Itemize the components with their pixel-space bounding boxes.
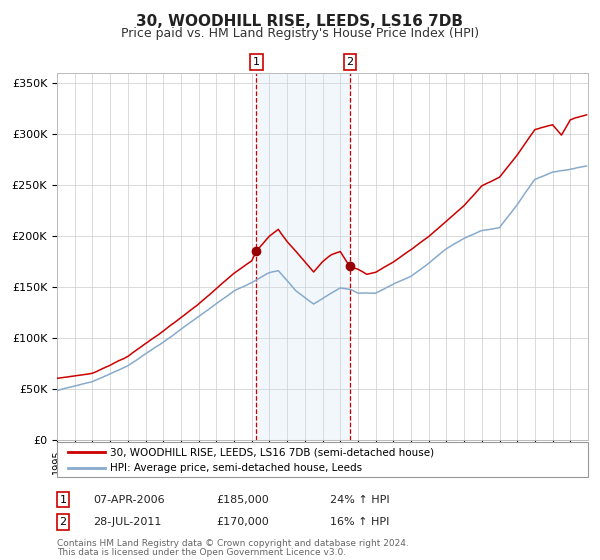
- Text: This data is licensed under the Open Government Licence v3.0.: This data is licensed under the Open Gov…: [57, 548, 346, 557]
- Text: Contains HM Land Registry data © Crown copyright and database right 2024.: Contains HM Land Registry data © Crown c…: [57, 539, 409, 548]
- Text: Price paid vs. HM Land Registry's House Price Index (HPI): Price paid vs. HM Land Registry's House …: [121, 27, 479, 40]
- Text: 2: 2: [59, 517, 67, 527]
- Text: £170,000: £170,000: [216, 517, 269, 527]
- Text: 28-JUL-2011: 28-JUL-2011: [93, 517, 161, 527]
- Text: 16% ↑ HPI: 16% ↑ HPI: [330, 517, 389, 527]
- Text: 24% ↑ HPI: 24% ↑ HPI: [330, 494, 389, 505]
- Text: 07-APR-2006: 07-APR-2006: [93, 494, 164, 505]
- Text: 30, WOODHILL RISE, LEEDS, LS16 7DB (semi-detached house): 30, WOODHILL RISE, LEEDS, LS16 7DB (semi…: [110, 447, 434, 457]
- Bar: [256, 73, 350, 440]
- Text: 30, WOODHILL RISE, LEEDS, LS16 7DB: 30, WOODHILL RISE, LEEDS, LS16 7DB: [137, 14, 464, 29]
- Text: £185,000: £185,000: [216, 494, 269, 505]
- Text: HPI: Average price, semi-detached house, Leeds: HPI: Average price, semi-detached house,…: [110, 464, 362, 473]
- Text: 1: 1: [59, 494, 67, 505]
- Text: 2: 2: [347, 57, 353, 67]
- Text: 1: 1: [253, 57, 260, 67]
